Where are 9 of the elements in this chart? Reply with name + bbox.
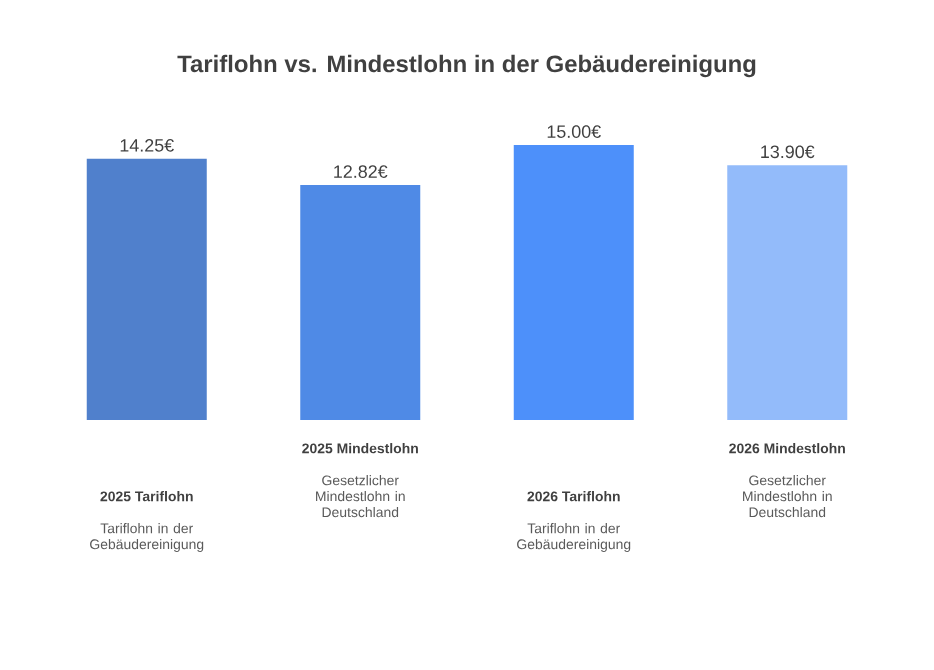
data-label: 14.25€ <box>120 139 174 152</box>
bar <box>86 158 207 420</box>
data-label: 15.00€ <box>547 125 601 138</box>
data-label: 12.82€ <box>334 165 388 178</box>
bar <box>300 184 421 420</box>
bar <box>513 145 634 420</box>
bar <box>727 165 848 420</box>
data-label: 13.90€ <box>761 145 815 159</box>
chart-title: Tariflohn vs. Mindestlohn in der Gebäudereinigung <box>177 54 756 78</box>
